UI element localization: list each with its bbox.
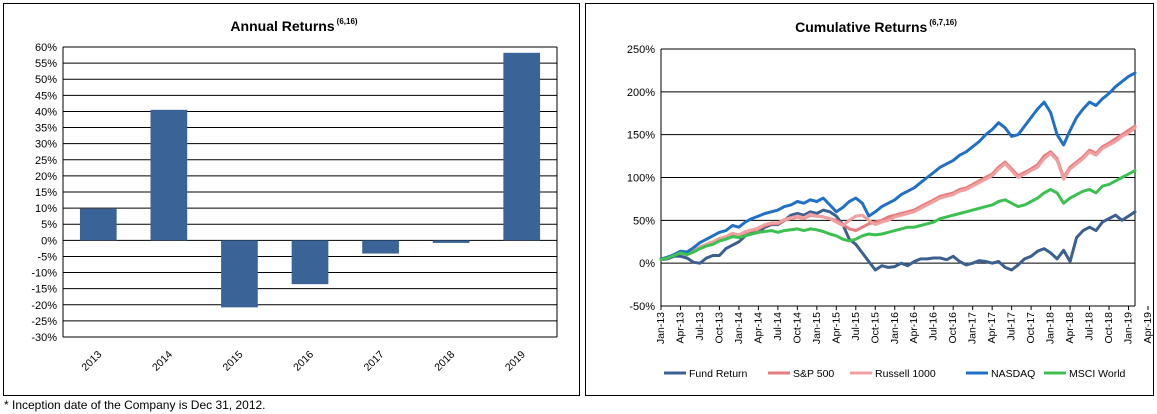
x-tick-label: Oct-13 [713,312,725,344]
annual-returns-panel: Annual Returns (6,16) 60% 55% 50% 45% 40% 35% 3… [3,3,580,396]
x-tick-label: Apr-14 [752,312,764,344]
y-tick-label: 60% [35,42,57,54]
bar-plot-area: 60% 55% 50% 45% 40% 35% 30% 25% 20% 15% 10% 5% 0% -5%… [31,42,558,374]
x-tick-label: Jul-17 [1006,312,1018,341]
legend-label: Russell 1000 [875,368,936,380]
x-tick-label: 2015 [221,349,246,374]
y-tick-label: 35% [35,123,57,135]
x-tick-label: Apr-19 [1142,312,1154,344]
y-tick-label: -20% [31,300,57,312]
y-tick-label: 55% [35,58,57,70]
x-tick-label: Oct-18 [1103,312,1115,344]
y-tick-label: -5% [37,251,57,263]
y-tick-label: 200% [627,87,655,99]
bar-2019 [503,52,541,241]
x-tick-label: Oct-16 [947,312,959,344]
footnote: * Inception date of the Company is Dec 3… [4,398,266,412]
cumulative-returns-title: Cumulative Returns (6,7,16) [795,18,957,35]
cumulative-returns-panel: Cumulative Returns (6,7,16) 250% 200% 150% 1… [585,3,1154,396]
legend-label: S&P 500 [793,368,834,380]
x-tick-label: 2014 [150,349,175,374]
x-tick-label: 2018 [432,349,457,374]
x-tick-label: 2017 [362,349,387,374]
bar-2016 [291,240,329,285]
y-tick-label: 50% [35,74,57,86]
y-tick-label: 0% [41,235,57,247]
y-tick-label: 250% [627,44,655,56]
bar-2015 [221,240,258,308]
x-tick-label: Jan-16 [889,312,901,344]
y-tick-label: 15% [35,187,57,199]
y-tick-label: -25% [31,316,57,328]
y-tick-label: 10% [35,203,57,215]
series-line-fund-return [659,208,1137,272]
x-tick-label: Jan-15 [811,312,823,344]
x-tick-label: Apr-15 [830,312,842,344]
series-line-russell-1000 [659,126,1137,262]
y-tick-label: 150% [627,130,655,142]
y-tick-label: 30% [35,139,57,151]
x-tick-label: Jan-19 [1123,312,1135,344]
x-tick-label: 2016 [291,349,316,374]
bar-2014 [150,109,188,241]
x-tick-label: Jul-16 [928,312,940,341]
legend-label: NASDAQ [991,368,1035,380]
y-tick-label: -30% [31,332,57,344]
x-tick-label: 2019 [503,349,528,374]
cumulative-returns-chart: Cumulative Returns (6,7,16) 250% 200% 150% 1… [627,18,1154,380]
y-tick-label: 100% [627,173,655,185]
legend-label: MSCI World [1069,368,1126,380]
x-tick-label: Jul-14 [772,312,784,341]
x-tick-label: Jan-17 [967,312,979,344]
bar-2017 [362,240,399,254]
y-tick-label: 0% [639,258,655,270]
x-tick-label: Jan-14 [733,312,745,344]
x-tick-label: 2013 [79,349,104,374]
bar-2013 [79,208,117,241]
y-tick-label: -15% [31,284,57,296]
series-line-nasdaq [659,71,1137,261]
x-tick-label: Oct-14 [791,312,803,344]
y-tick-label: 45% [35,90,57,102]
y-tick-label: 5% [41,219,57,231]
x-tick-label: Apr-16 [908,312,920,344]
x-tick-label: Jul-18 [1084,312,1096,341]
y-tick-label: -10% [31,268,57,280]
legend: Fund Return S&P 500 Russell 1000 NASDAQ MSCI… [664,368,1126,380]
annual-returns-chart: Annual Returns (6,16) 60% 55% 50% 45% 40% 35% 3… [31,17,558,374]
y-tick-label: 25% [35,155,57,167]
x-tick-label: Oct-17 [1025,312,1037,344]
x-tick-label: Apr-17 [986,312,998,344]
x-tick-label: Apr-13 [674,312,686,344]
bar-2018 [432,240,470,243]
legend-label: Fund Return [689,368,748,380]
y-tick-label: 20% [35,171,57,183]
y-tick-label: -50% [629,301,655,313]
series-line-msci-world [659,169,1137,262]
x-tick-label: Jan-18 [1045,312,1057,344]
y-tick-label: 40% [35,106,57,118]
x-tick-label: Jul-13 [694,312,706,341]
annual-returns-title: Annual Returns (6,16) [230,17,357,34]
y-tick-label: 50% [633,215,655,227]
line-plot-area: 250% 200% 150% 100% 50% 0% -50%Jan-13 Apr-13 Jul… [627,44,1154,344]
x-tick-label: Jan-13 [655,312,667,344]
x-tick-label: Oct-15 [869,312,881,344]
x-tick-label: Apr-18 [1064,312,1076,344]
x-tick-label: Jul-15 [850,312,862,341]
